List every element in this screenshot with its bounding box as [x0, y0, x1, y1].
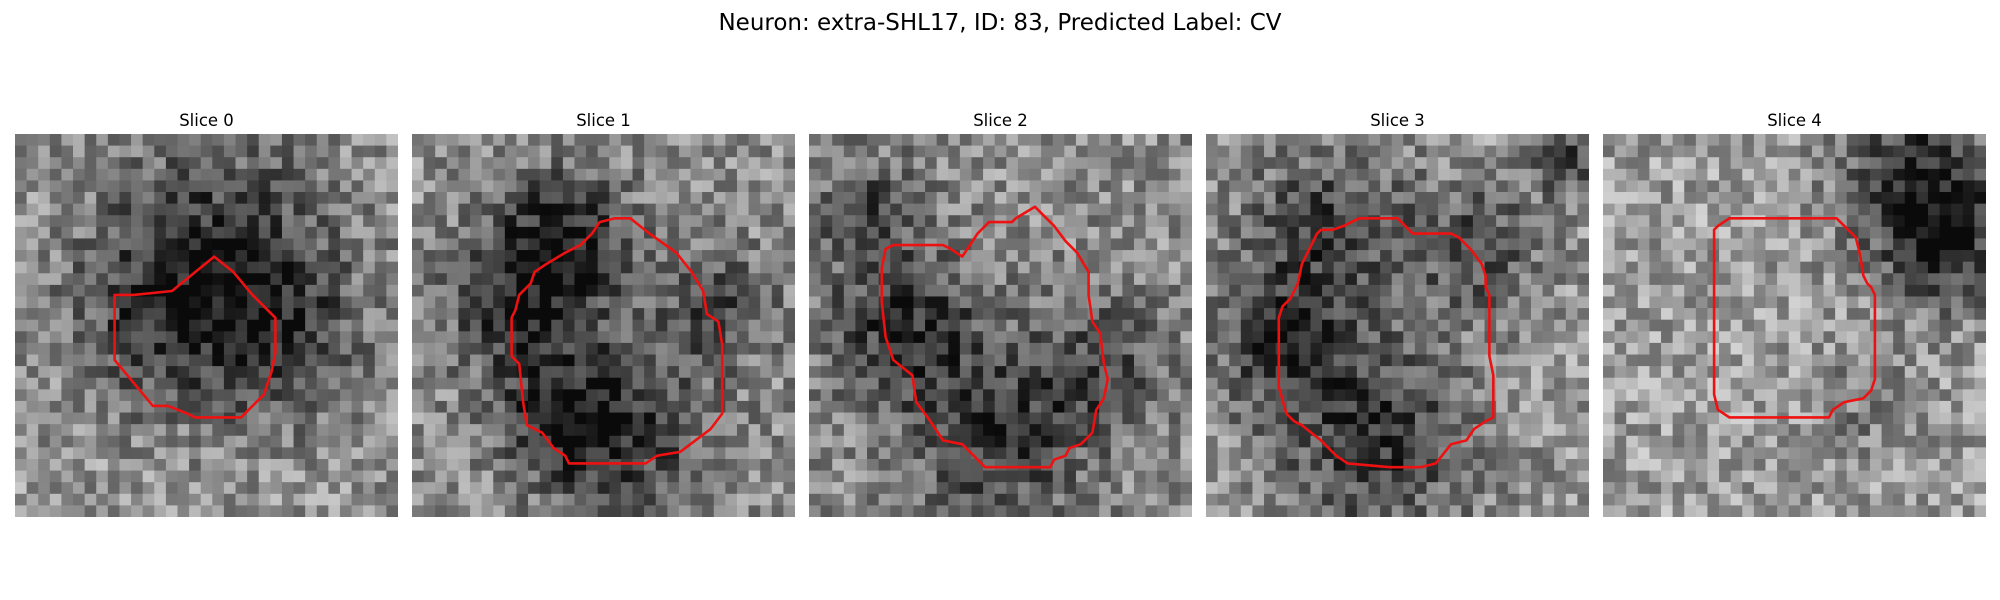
slice-image-4 [1603, 134, 1986, 517]
slice-title-0: Slice 0 [179, 111, 234, 130]
neuron-contour-3 [1277, 217, 1495, 469]
slice-image-1 [412, 134, 795, 517]
slice-panel-0: Slice 0 [15, 110, 398, 517]
slice-image-3 [1206, 134, 1589, 517]
slice-title-3: Slice 3 [1370, 111, 1425, 130]
neuron-contour-1 [510, 217, 724, 465]
neuron-contour-4 [1712, 217, 1877, 419]
slice-image-0 [15, 134, 398, 517]
slice-panel-1: Slice 1 [412, 110, 795, 517]
slice-panel-3: Slice 3 [1206, 110, 1589, 517]
slice-title-1: Slice 1 [576, 111, 631, 130]
neuron-contour-2 [880, 205, 1110, 469]
slice-title-2: Slice 2 [973, 111, 1028, 130]
neuron-contour-0 [113, 255, 277, 419]
slice-panel-2: Slice 2 [809, 110, 1192, 517]
slice-panel-4: Slice 4 [1603, 110, 1986, 517]
slice-title-4: Slice 4 [1767, 111, 1822, 130]
figure-title: Neuron: extra-SHL17, ID: 83, Predicted L… [718, 10, 1282, 36]
slice-image-2 [809, 134, 1192, 517]
